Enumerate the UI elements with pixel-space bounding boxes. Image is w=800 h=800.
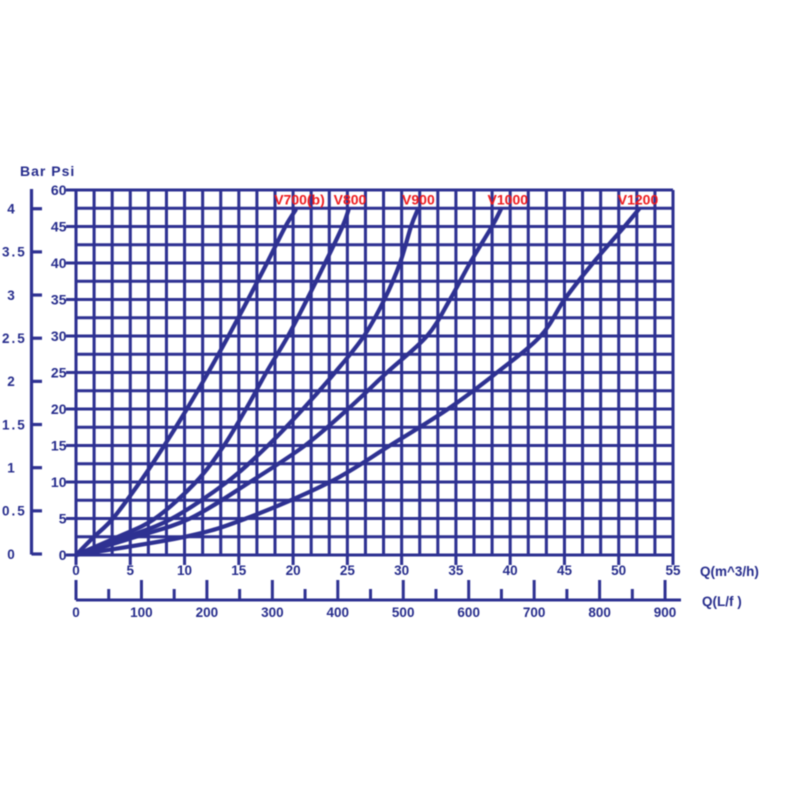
svg-text:30: 30 — [394, 563, 409, 578]
svg-text:35: 35 — [448, 563, 464, 578]
svg-text:20: 20 — [51, 401, 67, 417]
svg-text:1.5: 1.5 — [2, 417, 27, 432]
svg-text:3.5: 3.5 — [2, 245, 27, 260]
svg-text:700: 700 — [523, 605, 546, 620]
svg-text:2.5: 2.5 — [2, 331, 27, 346]
svg-text:100: 100 — [130, 605, 153, 620]
svg-text:0: 0 — [59, 547, 67, 563]
svg-text:0: 0 — [72, 563, 80, 578]
svg-text:40: 40 — [503, 563, 518, 578]
svg-text:5: 5 — [59, 510, 67, 526]
svg-text:Bar Psi: Bar Psi — [20, 163, 75, 179]
svg-text:10: 10 — [177, 563, 192, 578]
svg-text:Q(L/f ): Q(L/f ) — [702, 594, 742, 609]
svg-text:15: 15 — [51, 437, 67, 453]
svg-text:3: 3 — [7, 288, 15, 303]
svg-text:300: 300 — [261, 605, 284, 620]
svg-text:30: 30 — [51, 328, 67, 344]
svg-text:800: 800 — [588, 605, 611, 620]
svg-text:45: 45 — [557, 563, 573, 578]
svg-text:2: 2 — [7, 374, 15, 389]
svg-text:400: 400 — [327, 605, 350, 620]
svg-text:1: 1 — [7, 461, 15, 476]
svg-text:20: 20 — [286, 563, 301, 578]
svg-text:4: 4 — [7, 202, 15, 217]
svg-text:200: 200 — [196, 605, 219, 620]
svg-text:15: 15 — [231, 563, 247, 578]
svg-text:0: 0 — [72, 605, 80, 620]
svg-text:60: 60 — [51, 182, 67, 198]
svg-text:5: 5 — [127, 563, 135, 578]
svg-text:25: 25 — [340, 563, 356, 578]
svg-text:V700(b): V700(b) — [274, 192, 325, 208]
svg-text:V1000: V1000 — [488, 192, 529, 208]
svg-text:V900: V900 — [402, 192, 435, 208]
svg-text:V1200: V1200 — [618, 192, 659, 208]
svg-text:55: 55 — [665, 563, 681, 578]
svg-text:45: 45 — [51, 218, 67, 234]
svg-text:Q(m^3/h): Q(m^3/h) — [700, 564, 759, 579]
svg-text:40: 40 — [51, 255, 67, 271]
svg-text:50: 50 — [611, 563, 626, 578]
svg-text:35: 35 — [51, 291, 67, 307]
svg-text:600: 600 — [457, 605, 480, 620]
svg-text:900: 900 — [654, 605, 677, 620]
svg-text:0.5: 0.5 — [2, 504, 27, 519]
svg-text:0: 0 — [7, 547, 15, 562]
svg-text:500: 500 — [392, 605, 415, 620]
svg-text:10: 10 — [51, 474, 67, 490]
svg-text:V800: V800 — [334, 192, 367, 208]
svg-text:25: 25 — [51, 364, 67, 380]
